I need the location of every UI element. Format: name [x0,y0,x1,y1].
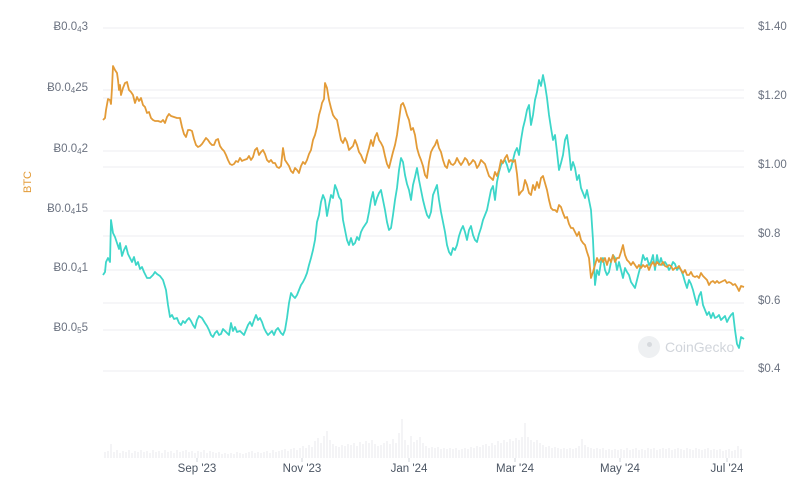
x-tick-nov-23: Nov '23 [282,463,322,475]
right-tick-2: $1.00 [758,159,787,171]
usd-price-line [102,74,745,349]
left-tick-2: Ƀ0.042 [53,143,88,156]
x-tick-jul-24: Jul '24 [710,463,744,475]
left-tick-3: Ƀ0.0415 [47,203,88,216]
right-tick-5: $0.4 [758,363,781,375]
x-tick-may-24: May '24 [600,463,640,475]
x-tick-jan-24: Jan '24 [390,463,428,475]
x-tick-sep-23: Sep '23 [177,463,217,475]
volume-bars [104,419,742,458]
coingecko-watermark: CoinGecko [638,336,734,358]
x-tick-mar-24: Mar '24 [496,463,534,475]
left-tick-5: Ƀ0.055 [53,322,88,335]
btc-price-line [102,65,745,292]
right-tick-3: $0.8 [758,228,781,240]
watermark-text: CoinGecko [665,339,735,355]
left-axis-title: BTC [22,171,34,193]
x-axis-ticks [196,458,728,462]
left-tick-4: Ƀ0.041 [53,262,88,275]
right-tick-1: $1.20 [758,90,787,102]
left-tick-0: Ƀ0.043 [53,21,88,34]
right-tick-4: $0.6 [758,295,781,307]
coingecko-logo-icon [638,336,660,358]
right-tick-0: $1.40 [758,21,787,33]
left-tick-1: Ƀ0.0425 [47,82,88,95]
